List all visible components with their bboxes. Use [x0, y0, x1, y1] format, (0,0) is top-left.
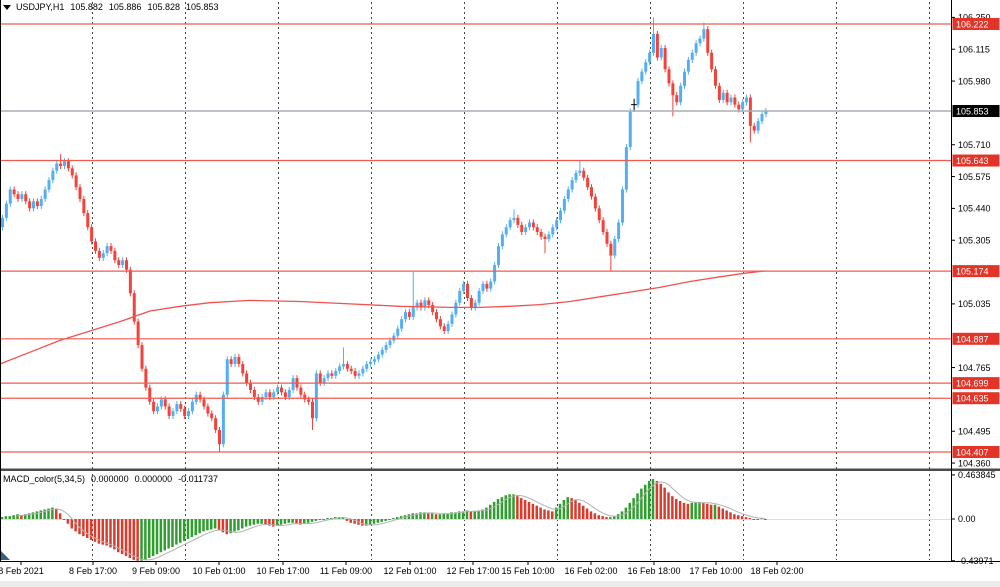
price-tag-label: 104.887 [956, 334, 989, 344]
grid-lines [92, 2, 930, 560]
level-lines [0, 23, 951, 453]
price-tag [952, 392, 1000, 405]
price-tag-label: 104.699 [956, 379, 989, 389]
time-label: 12 Feb 17:00 [446, 566, 499, 576]
price-tick-label: 105.305 [958, 235, 991, 245]
time-label: 16 Feb 18:00 [627, 566, 680, 576]
time-label: 10 Feb 01:00 [192, 566, 245, 576]
price-tag [952, 377, 1000, 390]
macd-histogram [0, 479, 767, 561]
price-tick-label: 105.575 [958, 172, 991, 182]
price-tag [952, 265, 1000, 278]
time-axis[interactable]: 8 Feb 2021 8 Feb 17:00 9 Feb 09:00 10 Feb 0… [0, 562, 804, 576]
price-tag-label: 104.635 [956, 394, 989, 404]
price-tick-label: 105.035 [958, 299, 991, 309]
price-tag [952, 445, 1000, 458]
macd-tick-label: 0.463845 [958, 470, 996, 480]
price-axis[interactable]: 106.250 106.115 105.980 105.710 105.575 105.4… [951, 13, 991, 469]
time-label: 11 Feb 09:00 [320, 566, 372, 576]
price-tick-label: 106.250 [958, 13, 991, 23]
price-tick-label: 104.495 [958, 426, 991, 436]
time-label: 16 Feb 02:00 [564, 566, 617, 576]
macd-axis[interactable]: 0.463845 0.00 -0.43971 [951, 470, 996, 566]
candles [1, 17, 768, 452]
price-tag-label: 105.643 [956, 156, 989, 166]
time-label: 12 Feb 01:00 [383, 566, 436, 576]
time-label: 15 Feb 10:00 [501, 566, 554, 576]
price-tag-label: 105.174 [956, 267, 989, 277]
time-label: 8 Feb 2021 [0, 566, 44, 576]
price-tick-label: 104.360 [958, 458, 991, 468]
time-label: 17 Feb 10:00 [689, 566, 742, 576]
level-price-tags: 106.222 105.643 105.174 104.887 104.699 104.6… [952, 18, 1000, 458]
price-tag-label: 104.407 [956, 447, 989, 457]
svg-text:105.853: 105.853 [956, 107, 989, 117]
price-tick-label: 106.115 [958, 44, 990, 54]
macd-signal-line [17, 481, 766, 561]
macd-tick-label: -0.43971 [958, 556, 994, 566]
price-tick-label: 105.980 [958, 76, 991, 86]
current-price-tag: 105.853 [952, 105, 1000, 118]
time-label: 10 Feb 17:00 [256, 566, 309, 576]
time-label: 18 Feb 02:00 [750, 566, 803, 576]
price-tag [952, 332, 1000, 345]
time-label: 9 Feb 09:00 [132, 566, 180, 576]
price-tag [952, 154, 1000, 167]
ma-line [0, 270, 766, 365]
time-label: 8 Feb 17:00 [69, 566, 117, 576]
price-tick-label: 105.710 [958, 140, 991, 150]
price-tag-label: 106.222 [956, 20, 989, 30]
price-tick-label: 105.440 [958, 204, 991, 214]
price-tag [952, 18, 1000, 30]
resize-grip-icon[interactable] [1, 551, 10, 560]
price-tick-label: 104.765 [958, 363, 991, 373]
macd-tick-label: 0.00 [958, 514, 976, 524]
